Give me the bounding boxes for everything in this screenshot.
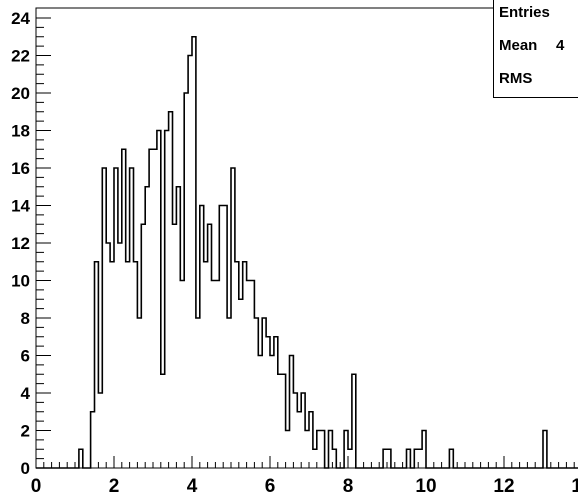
- y-tick-label: 16: [11, 159, 30, 178]
- entries-label: Entries: [499, 4, 550, 21]
- rms-label: RMS: [499, 70, 533, 87]
- x-tick-label: 8: [343, 476, 354, 496]
- x-tick-label: 12: [493, 476, 514, 496]
- stats-box: Entries Mean 4 RMS: [493, 0, 578, 98]
- x-tick-label: 2: [109, 476, 120, 496]
- x-tick-label: 4: [187, 476, 198, 496]
- x-tick-label: 10: [415, 476, 436, 496]
- x-tick-label: 0: [31, 476, 42, 496]
- y-tick-label: 6: [21, 347, 30, 366]
- y-tick-label: 14: [11, 197, 30, 216]
- y-tick-label: 18: [11, 122, 30, 141]
- histogram-line: [36, 35, 578, 469]
- y-tick-label: 10: [11, 272, 30, 291]
- y-tick-label: 2: [21, 422, 30, 441]
- mean-label: Mean: [499, 37, 538, 54]
- x-axis: 0 2 4 6 8 10 12 14: [31, 456, 578, 496]
- x-tick-label: 6: [265, 476, 276, 496]
- y-tick-label: 22: [11, 47, 30, 66]
- x-tick-label: 14: [571, 476, 578, 496]
- y-tick-label: 24: [11, 9, 30, 28]
- y-tick-label: 20: [11, 84, 30, 103]
- y-tick-label: 0: [21, 459, 30, 478]
- mean-value: 4: [556, 37, 565, 54]
- y-tick-label: 12: [11, 234, 30, 253]
- y-tick-label: 4: [21, 384, 31, 403]
- y-tick-label: 8: [21, 309, 30, 328]
